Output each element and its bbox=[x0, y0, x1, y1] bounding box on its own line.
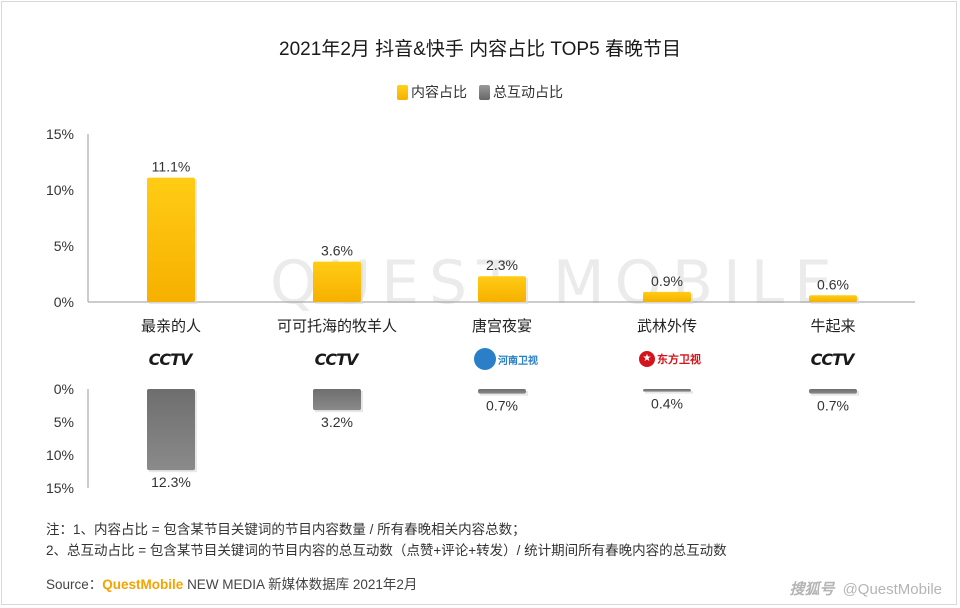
category-label: 最亲的人 bbox=[141, 317, 201, 335]
legend-swatch-interaction bbox=[479, 84, 490, 100]
upper-y-tick-label: 10% bbox=[46, 182, 74, 198]
category-label: 武林外传 bbox=[637, 317, 697, 335]
channel-logo-cctv-2: CCTV bbox=[314, 349, 359, 369]
interaction-data-label: 0.4% bbox=[651, 396, 683, 412]
source-brand: QuestMobile bbox=[102, 577, 184, 592]
content-bar bbox=[809, 295, 857, 302]
interaction-bar bbox=[478, 389, 526, 394]
interaction-bar bbox=[313, 389, 361, 411]
henan-logo-text: 河南卫视 bbox=[498, 355, 538, 367]
content-bar bbox=[147, 177, 195, 302]
channel-logo-dongfang: ★ 东方卫视 bbox=[630, 348, 710, 370]
dongfang-logo-text: 东方卫视 bbox=[657, 354, 701, 366]
interaction-data-label: 0.7% bbox=[817, 398, 849, 414]
legend-item-interaction: 总互动占比 bbox=[479, 82, 563, 102]
source-rest: NEW MEDIA 新媒体数据库 2021年2月 bbox=[187, 577, 418, 592]
note-line-1: 注：1、内容占比 = 包含某节目关键词的节目内容数量 / 所有春晚相关内容总数； bbox=[46, 522, 526, 537]
content-data-label: 3.6% bbox=[321, 243, 353, 259]
source-prefix: Source： bbox=[46, 577, 103, 592]
content-data-label: 0.9% bbox=[651, 273, 683, 289]
channel-logo-cctv-3: CCTV bbox=[810, 349, 855, 369]
interaction-data-label: 3.2% bbox=[321, 414, 353, 430]
category-label: 唐宫夜宴 bbox=[472, 317, 532, 335]
channel-logo-cctv-1: CCTV bbox=[148, 349, 193, 369]
upper-y-tick-label: 0% bbox=[54, 294, 74, 310]
interaction-bar-shadow bbox=[645, 391, 693, 394]
lower-y-tick-label: 10% bbox=[46, 447, 74, 463]
interaction-bar bbox=[643, 389, 691, 392]
content-bar bbox=[643, 291, 691, 302]
chart-title: 2021年2月 抖音&快手 内容占比 TOP5 春晚节目 bbox=[279, 39, 681, 60]
footer-watermark: 搜狐号 @QuestMobile bbox=[790, 578, 942, 599]
source-line: Source：QuestMobile NEW MEDIA 新媒体数据库 2021… bbox=[46, 573, 417, 593]
upper-y-tick-label: 15% bbox=[46, 126, 74, 142]
interaction-data-label: 12.3% bbox=[151, 474, 191, 490]
legend-label-interaction: 总互动占比 bbox=[493, 84, 563, 100]
legend-item-content: 内容占比 bbox=[397, 82, 467, 102]
category-label: 可可托海的牧羊人 bbox=[277, 317, 397, 335]
channel-logo-henan: 河南卫视 bbox=[466, 346, 546, 372]
footer-account: @QuestMobile bbox=[842, 581, 942, 598]
dongfang-logo-icon: ★ bbox=[639, 351, 655, 367]
legend-swatch-content bbox=[397, 84, 408, 100]
interaction-data-label: 0.7% bbox=[486, 398, 518, 414]
upper-y-tick-label: 5% bbox=[54, 238, 74, 254]
legend-label-content: 内容占比 bbox=[411, 84, 467, 100]
note-line-2: 2、总互动占比 = 包含某节目关键词的节目内容的总互动数（点赞+评论+转发）/ … bbox=[46, 543, 727, 558]
interaction-bar bbox=[147, 389, 195, 471]
lower-y-tick-label: 15% bbox=[46, 480, 74, 496]
content-bar bbox=[313, 261, 361, 302]
content-data-label: 11.1% bbox=[152, 159, 191, 175]
legend: 内容占比 总互动占比 bbox=[0, 82, 960, 102]
footer-platform: 搜狐号 bbox=[789, 581, 835, 598]
lower-y-tick-label: 5% bbox=[54, 414, 74, 430]
category-label: 牛起来 bbox=[810, 317, 855, 335]
content-bar bbox=[478, 276, 526, 302]
henan-logo-icon bbox=[474, 348, 496, 370]
watermark: QUEST MOBILE bbox=[270, 248, 843, 318]
interaction-bar bbox=[809, 389, 857, 394]
lower-y-tick-label: 0% bbox=[54, 381, 74, 397]
content-data-label: 0.6% bbox=[817, 276, 849, 292]
content-data-label: 2.3% bbox=[486, 257, 518, 273]
